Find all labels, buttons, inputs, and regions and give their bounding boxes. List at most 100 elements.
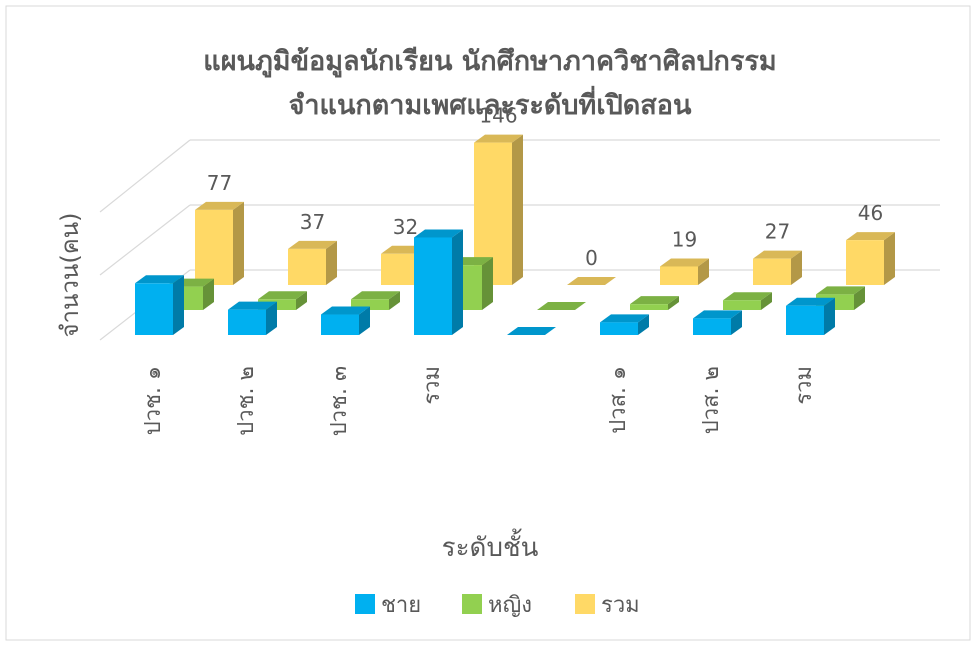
bar-side: [638, 314, 649, 335]
bar-top: [258, 291, 307, 300]
value-label: 77: [207, 171, 232, 195]
bar-front: [753, 258, 791, 285]
legend-swatch: [575, 594, 595, 614]
bar-front: [723, 300, 761, 310]
bar-top: [846, 232, 895, 241]
bar-front: [600, 322, 638, 335]
bar-front: [288, 248, 326, 285]
bar: [135, 275, 184, 335]
x-axis-label: ระดับชั้น: [442, 528, 539, 563]
bar-side: [761, 292, 772, 310]
bar: [786, 297, 835, 335]
chart-subtitle: จำแนกตามเพศและระดับที่เปิดสอน: [289, 85, 692, 121]
bar-side: [731, 310, 742, 335]
legend-label: รวม: [601, 593, 640, 618]
bar: [195, 201, 244, 285]
bar-side: [296, 291, 307, 310]
legend-swatch: [355, 594, 375, 614]
bar-front: [351, 299, 389, 310]
bar-top: [135, 275, 184, 284]
bar-side: [854, 286, 865, 310]
bar-side: [359, 306, 370, 335]
bar-side: [668, 296, 679, 310]
x-tick-label: ปวช. ๑: [141, 366, 166, 435]
bar-top: [195, 201, 244, 210]
bar-top: [600, 314, 649, 323]
bar: [846, 232, 895, 285]
legend-swatch: [462, 594, 482, 614]
value-label: 46: [858, 201, 883, 225]
value-label: 27: [765, 220, 790, 244]
value-label: 37: [300, 210, 325, 234]
bar: [228, 301, 277, 335]
bar: [753, 250, 802, 285]
bar: [351, 291, 400, 310]
legend-label: ชาย: [381, 593, 421, 618]
bar: [723, 292, 772, 310]
bar-top: [816, 286, 865, 295]
x-tick-label: ปวส. ๒: [699, 366, 724, 434]
bar-top: [660, 258, 709, 267]
bar: [630, 296, 679, 310]
bar-top: [753, 250, 802, 259]
bar: [288, 240, 337, 285]
bar-top: [288, 240, 337, 249]
bar-top: [567, 277, 616, 285]
bar-front: [228, 309, 266, 335]
bar-top: [507, 327, 556, 335]
bar-front: [630, 304, 668, 310]
bar-top: [474, 134, 523, 143]
y-axis-label: จำนวน(คน): [56, 212, 84, 337]
x-tick-label: ปวช. ๒: [234, 366, 259, 436]
value-label: 19: [672, 227, 697, 251]
bar-top: [321, 306, 370, 315]
bar-side: [791, 250, 802, 285]
bar-front: [693, 318, 731, 335]
bar-front: [381, 253, 419, 285]
bar-side: [482, 257, 493, 310]
legend-label: หญิง: [488, 593, 532, 618]
bar-top: [228, 301, 277, 310]
bar-side: [824, 297, 835, 335]
x-tick-label: รวม: [792, 366, 817, 405]
bar-front: [135, 283, 173, 335]
value-label: 32: [393, 215, 418, 239]
bar-side: [326, 240, 337, 285]
bar-front: [846, 240, 884, 285]
bar: [693, 310, 742, 335]
bar-top: [786, 297, 835, 306]
x-tick-label: รวม: [420, 366, 445, 405]
bar-front: [321, 314, 359, 335]
bar: [537, 302, 586, 310]
bar: [321, 306, 370, 335]
bar-front: [786, 305, 824, 335]
bar-side: [698, 258, 709, 285]
bar-side: [884, 232, 895, 285]
bar: [600, 314, 649, 335]
bar-side: [266, 301, 277, 335]
bar-side: [233, 201, 244, 285]
chart-title: แผนภูมิข้อมูลนักเรียน นักศึกษาภาควิชาศิล…: [203, 46, 776, 78]
bar-top: [414, 229, 463, 238]
bar: [414, 229, 463, 335]
bar: [660, 258, 709, 285]
bar-top: [693, 310, 742, 319]
x-tick-label: ปวช. ๓: [327, 366, 352, 436]
bar: [567, 277, 616, 285]
bar-front: [414, 237, 452, 335]
bar-side: [452, 229, 463, 335]
bar-side: [203, 278, 214, 310]
bar-top: [537, 302, 586, 310]
value-label: 146: [479, 104, 517, 128]
bar-side: [173, 275, 184, 335]
x-tick-label: ปวส. ๑: [606, 366, 631, 434]
bar-top: [630, 296, 679, 305]
bar-front: [660, 266, 698, 285]
bar-top: [723, 292, 772, 301]
bar-top: [351, 291, 400, 300]
bar: [507, 327, 556, 335]
bar-side: [389, 291, 400, 310]
bar-side: [512, 134, 523, 285]
bar-front: [195, 209, 233, 285]
